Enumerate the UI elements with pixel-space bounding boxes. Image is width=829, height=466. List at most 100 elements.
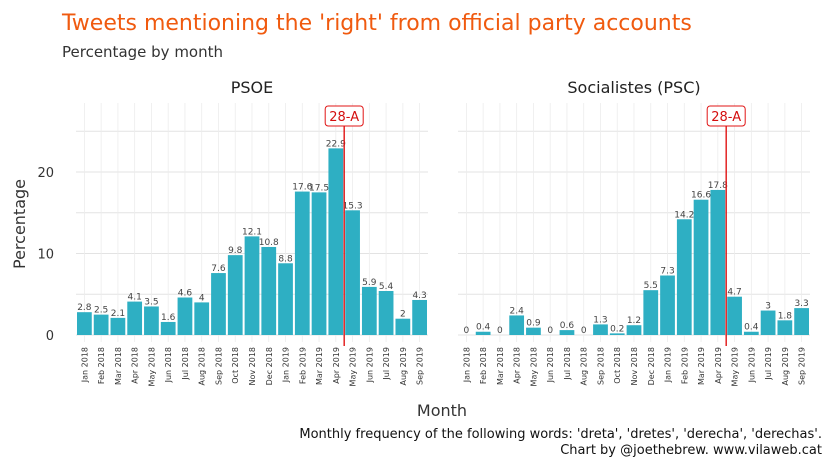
- x-tick-label: Aug 2019: [399, 347, 408, 386]
- x-tick-label: Mar 2018: [114, 347, 123, 385]
- data-label: 3: [765, 302, 771, 312]
- data-label: 5.9: [362, 278, 377, 288]
- data-label: 7.6: [211, 264, 226, 274]
- x-tick-label: Feb 2019: [298, 347, 307, 384]
- data-label: 1.2: [627, 316, 641, 326]
- data-label: 4.3: [412, 291, 426, 301]
- bar: [760, 310, 776, 335]
- data-label: 0.4: [476, 323, 491, 333]
- x-tick-label: Apr 2019: [332, 347, 341, 384]
- bar: [227, 255, 243, 335]
- y-tick-label: 20: [37, 166, 54, 181]
- annotation-label: 28-A: [329, 110, 359, 125]
- bar: [211, 273, 226, 335]
- data-label: 22.9: [326, 139, 346, 149]
- bar: [794, 308, 809, 335]
- bar: [693, 199, 709, 335]
- bar: [345, 210, 360, 335]
- bar: [777, 320, 793, 335]
- bar: [144, 306, 159, 335]
- x-tick-label: Jan 2018: [80, 347, 89, 383]
- bar: [509, 315, 525, 335]
- x-tick-label: Jul 2019: [382, 347, 391, 381]
- data-label: 0.9: [526, 319, 541, 329]
- data-label: 1.6: [161, 313, 176, 323]
- y-axis-title: Percentage: [10, 179, 29, 269]
- bar: [526, 327, 541, 335]
- bar: [77, 312, 92, 335]
- data-label: 2: [400, 310, 406, 320]
- data-label: 4: [199, 293, 205, 303]
- x-tick-label: Jan 2019: [282, 347, 291, 383]
- bar: [261, 246, 277, 335]
- x-axis-title: Month: [417, 401, 467, 420]
- x-tick-label: Mar 2019: [697, 347, 706, 385]
- data-label: 0: [497, 326, 503, 336]
- x-tick-label: Nov 2018: [248, 347, 257, 386]
- x-tick-label: Jan 2018: [462, 347, 471, 383]
- bar: [559, 330, 575, 335]
- data-label: 17.8: [708, 181, 728, 191]
- data-label: 17.5: [309, 183, 329, 193]
- bar: [294, 191, 310, 335]
- data-label: 4.1: [128, 293, 142, 303]
- x-tick-label: Jun 2018: [164, 347, 173, 383]
- data-label: 9.8: [228, 246, 243, 256]
- data-label: 0.4: [744, 323, 759, 333]
- facet-panel-2: Socialistes (PSC) 0 Jan 2018 0.4 Feb 2018 0 Ma…: [458, 78, 810, 386]
- x-tick-label: Feb 2018: [97, 347, 106, 384]
- data-label: 0: [581, 326, 587, 336]
- chart-title: Tweets mentioning the 'right' from offic…: [61, 11, 692, 36]
- x-tick-label: Feb 2019: [680, 347, 689, 384]
- bar: [311, 192, 327, 335]
- bar: [609, 333, 625, 335]
- data-label: 4.7: [727, 288, 741, 298]
- data-label: 2.1: [111, 309, 125, 319]
- bar: [278, 263, 293, 335]
- annotation-label: 28-A: [711, 110, 741, 125]
- data-label: 0: [464, 326, 470, 336]
- x-tick-label: Aug 2018: [198, 347, 207, 386]
- x-tick-label: Feb 2018: [479, 347, 488, 384]
- chart-subtitle: Percentage by month: [62, 43, 223, 61]
- bar: [593, 324, 608, 335]
- x-tick-label: Jul 2018: [563, 347, 572, 381]
- x-tick-label: Sep 2019: [416, 347, 425, 385]
- data-label: 15.3: [343, 201, 363, 211]
- x-tick-label: Dec 2018: [647, 347, 656, 385]
- data-label: 0.2: [610, 324, 624, 334]
- x-tick-label: Nov 2018: [630, 347, 639, 386]
- data-label: 12.1: [242, 227, 262, 237]
- x-tick-label: Apr 2018: [131, 347, 140, 384]
- x-tick-label: Sep 2019: [798, 347, 807, 385]
- facet-panel-1: PSOE 0 10 20 2.8 Jan 2018 2.5 Feb 2018 2.1 Mar 20…: [37, 78, 428, 386]
- x-tick-label: Jan 2019: [664, 347, 673, 383]
- bar: [194, 302, 210, 335]
- data-label: 7.3: [660, 267, 674, 277]
- x-tick-label: May 2018: [529, 347, 538, 386]
- x-tick-label: May 2019: [349, 347, 358, 386]
- bar: [110, 317, 126, 335]
- bar: [93, 314, 109, 335]
- data-label: 1.3: [593, 315, 607, 325]
- y-tick-label: 10: [37, 248, 54, 263]
- caption-line-2: Chart by @joethebrew. www.vilaweb.cat: [560, 443, 822, 458]
- bar: [643, 290, 659, 335]
- x-tick-label: Jun 2018: [546, 347, 555, 383]
- x-tick-label: Apr 2018: [513, 347, 522, 384]
- bar: [626, 325, 642, 335]
- bar: [412, 299, 427, 335]
- bar: [710, 189, 726, 335]
- x-tick-label: Jul 2019: [764, 347, 773, 381]
- x-tick-label: May 2019: [731, 347, 740, 386]
- x-tick-label: Aug 2019: [781, 347, 790, 386]
- data-label: 5.4: [379, 282, 394, 292]
- data-label: 8.8: [278, 254, 293, 264]
- bar: [743, 331, 759, 335]
- bar: [127, 301, 143, 335]
- data-label: 2.5: [94, 306, 108, 316]
- bar: [378, 290, 394, 335]
- caption-line-1: Monthly frequency of the following words…: [299, 427, 822, 442]
